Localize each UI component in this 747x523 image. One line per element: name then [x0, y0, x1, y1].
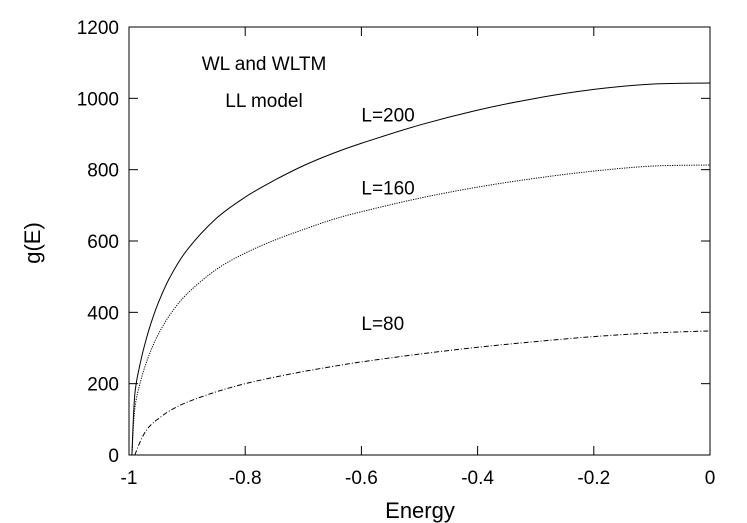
y-tick-label: 1200	[77, 18, 119, 39]
y-tick-label: 0	[108, 446, 119, 467]
y-tick-label: 400	[87, 303, 119, 324]
x-tick-label: -0.6	[345, 468, 378, 489]
x-tick-label: -0.2	[577, 468, 610, 489]
series-line-0	[131, 82, 711, 456]
x-tick-label: -0.8	[229, 468, 262, 489]
x-tick-label: -0.4	[461, 468, 494, 489]
series-line-1	[131, 164, 711, 456]
series-label: L=200	[361, 106, 414, 127]
y-tick-label: 800	[87, 161, 119, 182]
series-line-2	[134, 330, 711, 456]
y-axis-title: g(E)	[20, 222, 45, 264]
series-group	[131, 82, 711, 456]
annotation-method: WL and WLTM	[202, 54, 327, 75]
y-tick-label: 1000	[77, 89, 119, 110]
y-tick-label: 200	[87, 375, 119, 396]
x-axis-title: Energy	[385, 498, 455, 523]
series-labels: L=200 L=160 L=80	[361, 106, 414, 336]
series-label: L=80	[361, 314, 404, 335]
annotation-model: LL model	[225, 91, 302, 112]
x-tick-label: -1	[121, 468, 138, 489]
y-tick-label: 600	[87, 232, 119, 253]
plot-frame	[128, 26, 711, 456]
x-tick-label: 0	[705, 468, 716, 489]
axis-tick-labels: -1 -0.8 -0.6 -0.4 -0.2 0 0 200 400 600 800 1000 1200	[77, 18, 716, 489]
series-label: L=160	[361, 179, 414, 200]
axis-ticks	[128, 26, 711, 456]
